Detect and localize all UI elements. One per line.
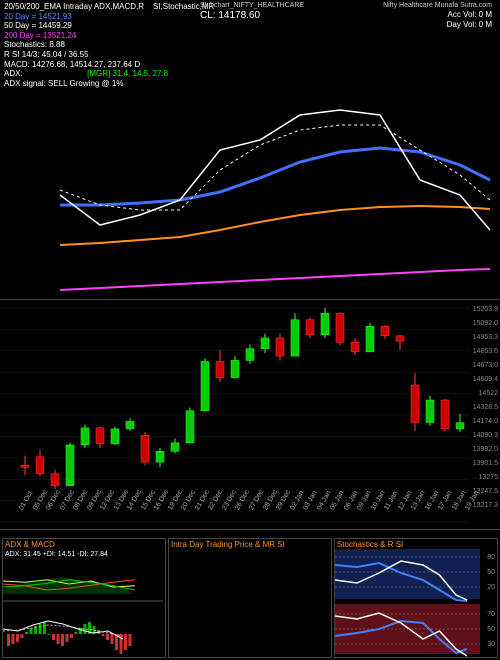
mgr-values: [MGR] 31.4, 14.5, 27.8 <box>87 69 168 78</box>
macd-label: MACD: 14276.68, 14514.27, 237.64 D <box>4 60 496 70</box>
intraday-title: Intra Day Trading Price & MR SI <box>171 540 285 549</box>
adx-macd-panel: ADX & MACD ADX: 31.45 +DI: 14.51 -DI: 27… <box>2 538 166 658</box>
stoch-50b: 50 <box>487 626 495 633</box>
header-symbol: SI.J.chart_NIFTY_HEALTHCARE <box>200 2 304 10</box>
adx-title: ADX & MACD <box>5 540 55 549</box>
header-overlay: 20/50/200_EMA Intraday ADX,MACD,R SI,Sto… <box>0 0 500 70</box>
stoch-50: 50 <box>487 569 495 576</box>
x-axis-dates: 01 Oct05 Dec06 Dec07 Dec08 Dec09 Dec12 D… <box>0 508 500 534</box>
title-prefix: 20/50/200_EMA Intraday ADX,MACD,R <box>4 2 144 11</box>
site-label: Nifty Healthcare Munafa Sutra.com <box>383 2 492 10</box>
indicator-row: ADX & MACD ADX: 31.45 +DI: 14.51 -DI: 27… <box>0 536 500 660</box>
ema200-label: 200 Day = 13521.24 <box>4 31 496 41</box>
adx-label: ADX: <box>4 69 23 78</box>
stoch-80: 80 <box>487 554 495 561</box>
stoch-title: Stochastics & R SI <box>337 540 403 549</box>
close-label: CL: 14178.60 <box>200 10 304 22</box>
adx-subtitle: ADX: 31.45 +DI: 14.51 -DI: 27.84 <box>5 551 108 558</box>
stoch-30: 30 <box>487 641 495 648</box>
stochastic-panel: Stochastics & R SI 80 50 20 70 50 30 <box>334 538 498 658</box>
stoch-20: 20 <box>487 584 495 591</box>
dayvol-label: Day Vol: 0 M <box>383 20 492 30</box>
accvol-label: Acc Vol: 0 M <box>383 10 492 20</box>
stoch-svg <box>335 539 495 658</box>
rsi-label: R SI 14/3: 45.04 / 36.55 <box>4 50 496 60</box>
stoch-70: 70 <box>487 611 495 618</box>
stoch-label: Stochastics: 8.88 <box>4 40 496 50</box>
adx-signal: ADX signal: SELL Growing @ 1% <box>4 79 496 89</box>
intraday-panel: Intra Day Trading Price & MR SI <box>168 538 332 658</box>
